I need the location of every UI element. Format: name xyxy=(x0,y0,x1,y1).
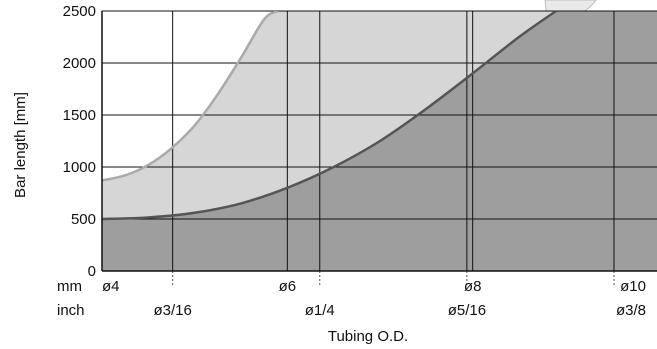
series-area-2 xyxy=(102,11,657,271)
y-tick-label-0: 0 xyxy=(88,263,96,280)
inch-row-label: inch xyxy=(57,302,85,319)
x-axis-title: Tubing O.D. xyxy=(328,328,408,345)
mm-tick-label-1: ø6 xyxy=(279,278,297,295)
series-lines xyxy=(102,11,557,221)
mm-tick-label-0: ø4 xyxy=(102,278,120,295)
y-tick-label-3: 1500 xyxy=(63,107,96,124)
y-tick-label-2: 1000 xyxy=(63,159,96,176)
series-line-2 xyxy=(102,11,557,221)
inch-tick-label-0: ø3/16 xyxy=(153,302,191,319)
inch-tick-label-1: ø1/4 xyxy=(305,302,335,319)
mm-row-label: mm xyxy=(57,278,82,295)
tick-labels: 0 500 1000 1500 2000 2500 ø4 ø6 ø8 ø10 ø3/16 ø1/4 ø5… xyxy=(63,3,646,319)
y-tick-label-5: 2500 xyxy=(63,3,96,20)
y-axis-title: Bar length [mm] xyxy=(12,92,29,198)
inch-tick-label-2: ø5/16 xyxy=(448,302,486,319)
mm-tick-label-2: ø8 xyxy=(464,278,482,295)
inch-tick-label-3: ø3/8 xyxy=(616,302,646,319)
series-line-1 xyxy=(102,11,279,182)
mm-tick-label-3: ø10 xyxy=(620,278,646,295)
y-tick-label-1: 500 xyxy=(71,211,96,228)
y-tick-label-4: 2000 xyxy=(63,55,96,72)
axes xyxy=(101,11,657,272)
